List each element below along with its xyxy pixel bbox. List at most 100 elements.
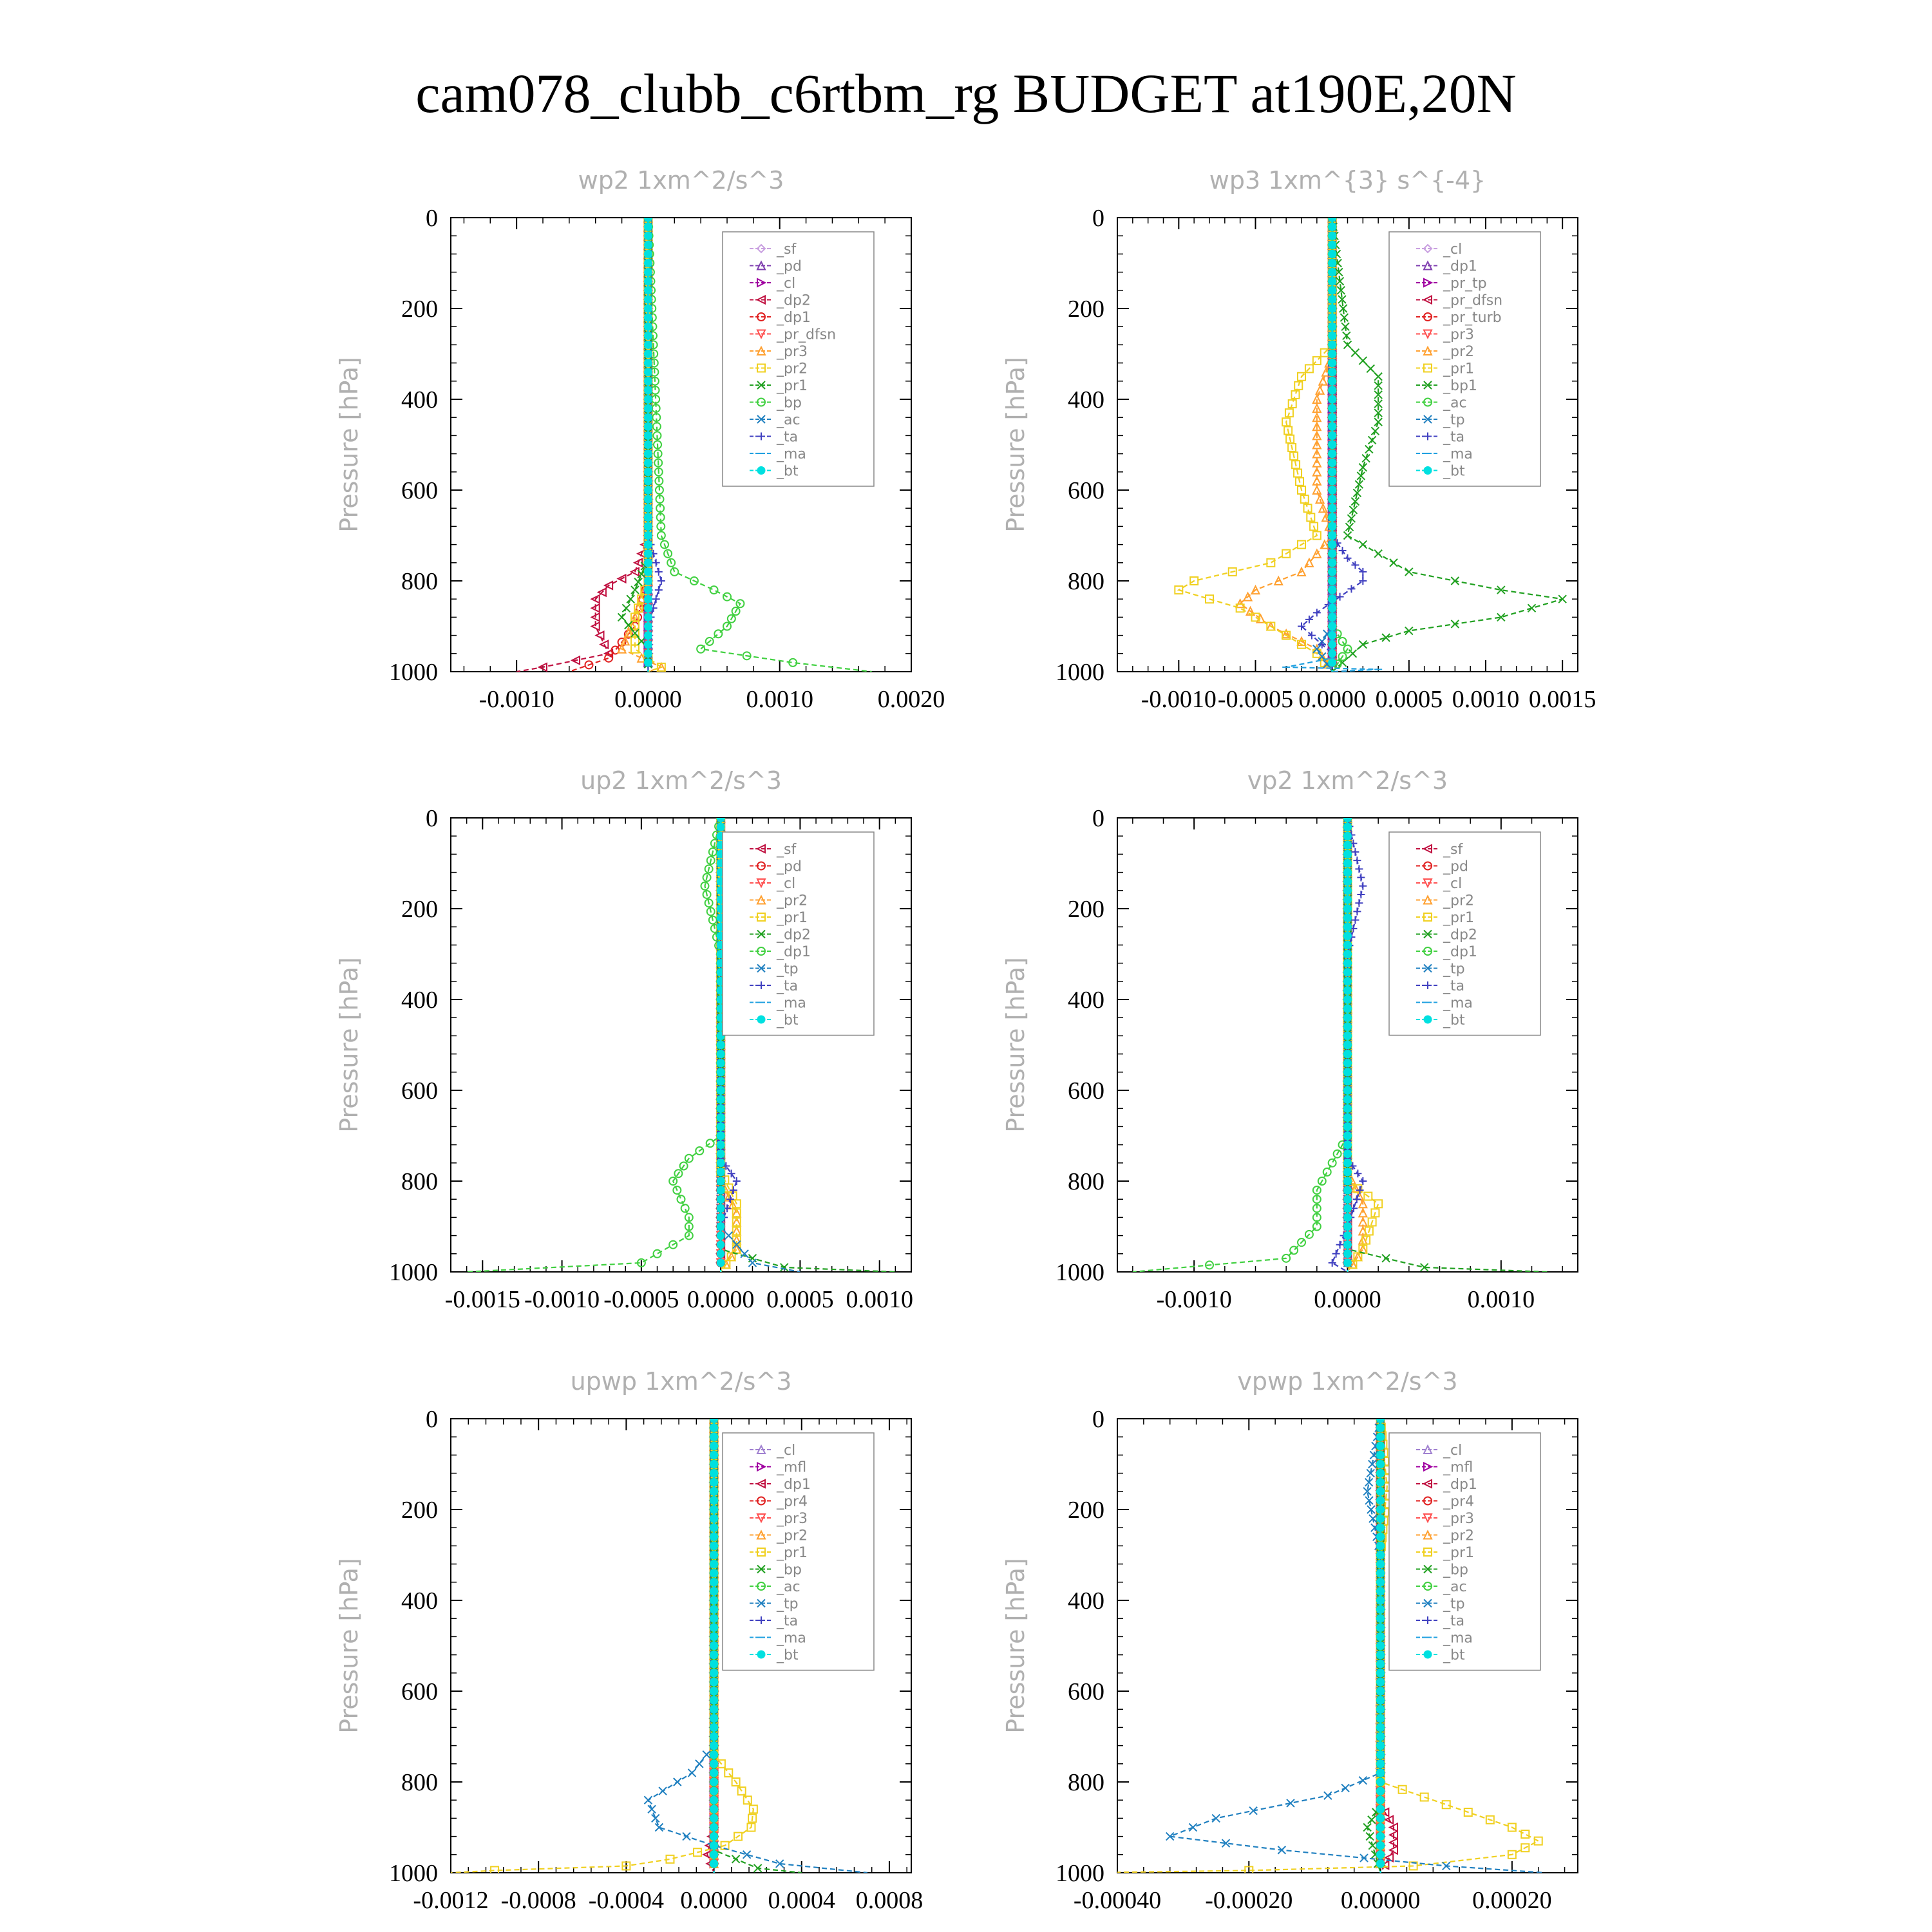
data-point_bt: [710, 1478, 719, 1487]
data-point_bt: [1343, 940, 1352, 949]
data-point_bt: [643, 340, 652, 349]
data-point_bt: [710, 1705, 719, 1714]
data-point_bt: [643, 431, 652, 440]
data-point_bp1: [1352, 488, 1362, 498]
data-point_bt: [710, 1432, 719, 1441]
data-point_tp: [702, 1750, 711, 1759]
data-point_ta: [1312, 609, 1321, 617]
legend-marker_cl: [756, 878, 766, 889]
legend-label_ma: _ma: [1443, 1631, 1473, 1647]
data-point_bt: [1343, 1213, 1352, 1222]
legend-label_bp: _bp: [776, 395, 802, 412]
data-point_bt: [1328, 313, 1337, 322]
data-point_bp1: [1341, 322, 1350, 331]
data-point_pr1: [1306, 513, 1316, 522]
data-point_ta: [1307, 631, 1316, 639]
data-point_dp1: [1312, 1222, 1321, 1231]
legend-marker_sf: [756, 243, 766, 254]
data-point_bt: [1328, 549, 1337, 558]
data-point_bt: [710, 1723, 719, 1732]
legend-label_ma: _ma: [1443, 446, 1473, 462]
data-point_pr1: [490, 1866, 500, 1873]
data-point_dp2: [780, 1263, 789, 1272]
data-point_bp1: [1405, 567, 1414, 576]
data-point_pr1: [732, 1226, 741, 1236]
data-point_bt: [1328, 222, 1337, 231]
legend-box: [1388, 831, 1541, 1036]
data-point_pr2: [1312, 548, 1322, 558]
x-tick-label: -0.0015: [445, 1286, 520, 1313]
legend-label_bp1: _bp1: [1443, 378, 1477, 394]
data-point_bt: [643, 640, 652, 649]
data-point_tp: [651, 1814, 660, 1823]
data-point_bt: [1328, 331, 1337, 340]
data-point_bp1: [1381, 633, 1390, 642]
data-point_bt: [1343, 1258, 1352, 1267]
data-point_bt: [643, 277, 652, 286]
data-point_bt: [1376, 1560, 1385, 1569]
data-point_pr2: [1318, 502, 1328, 513]
legend-marker_pr_dfsn: [1422, 294, 1432, 305]
data-point_bt: [643, 531, 652, 540]
data-point_bt: [643, 440, 652, 449]
data-point_bt: [1376, 1705, 1385, 1714]
data-point_bt: [710, 1632, 719, 1641]
data-point_pr1: [1287, 442, 1297, 452]
legend-marker_bt: [1423, 1015, 1432, 1024]
legend-label_ta: _ta: [776, 430, 798, 446]
data-point_bt: [643, 331, 652, 340]
data-point_dp1: [700, 881, 710, 891]
data-point_bt: [1328, 594, 1337, 603]
y-axis-label: Pressure [hPa]: [1001, 957, 1030, 1133]
legend-marker_ta: [1424, 1616, 1432, 1624]
data-point_dp1: [704, 864, 714, 874]
legend-marker_cl: [757, 278, 767, 288]
data-point_dp1: [704, 898, 714, 908]
legend-label_bp: _bp: [776, 1562, 802, 1578]
data-point_ac: [1343, 644, 1352, 654]
legend-label_pr4: _pr4: [776, 1494, 808, 1510]
data-point_bp: [653, 449, 663, 459]
data-point_pr1: [737, 1786, 746, 1796]
data-point_dp2: [603, 580, 614, 591]
data-point_bt: [1343, 968, 1352, 977]
legend-label_bt: _bt: [776, 464, 799, 480]
data-point_tp: [1442, 1861, 1451, 1871]
data-point_tp: [1358, 1776, 1368, 1785]
data-point_bp: [654, 486, 664, 495]
data-point_bp1: [1358, 540, 1368, 549]
plot-frame: [450, 217, 912, 672]
x-tick-label: 0.00020: [1472, 1887, 1552, 1914]
data-point_bt: [1343, 1068, 1352, 1077]
data-point_tp: [687, 1768, 697, 1777]
data-point_ta: [727, 1170, 735, 1178]
legend-label_bt: _bt: [1443, 1012, 1465, 1028]
legend-label_dp1: _dp1: [1443, 259, 1477, 275]
legend-marker_bt: [1423, 1650, 1432, 1659]
legend-label_pr2: _pr2: [1443, 344, 1474, 360]
data-point_bt: [1376, 1669, 1385, 1678]
data-point_bp: [1368, 1841, 1378, 1850]
legend-label_dp1: _dp1: [776, 944, 811, 960]
data-point_bt: [1328, 268, 1337, 277]
data-point_bt: [716, 1132, 725, 1140]
data-point_bt: [1376, 1632, 1385, 1641]
legend-marker_bt: [1423, 466, 1432, 475]
panel-wp2: wp2 1xm^2/s^3 Pressure [hPa] 0 200 400 600 800…: [335, 166, 945, 713]
data-point_bt: [1376, 1514, 1385, 1523]
series-group: [451, 1419, 868, 1873]
y-tick-label: 1000: [1056, 1259, 1104, 1286]
data-point_bt: [1328, 359, 1337, 368]
data-point_bt: [643, 413, 652, 422]
legend-label_ta: _ta: [776, 1613, 798, 1629]
data-point_dp1: [1383, 1852, 1394, 1863]
legend-label_tp: _tp: [776, 961, 799, 978]
data-point_bt: [1328, 585, 1337, 594]
legend-label_cl: _cl: [776, 276, 795, 292]
data-point_bt: [643, 313, 652, 322]
y-tick-label: 400: [1068, 386, 1104, 413]
legend-marker_cl: [1423, 878, 1433, 889]
data-point_pr1: [1297, 372, 1306, 381]
data-point_bt: [1328, 640, 1337, 649]
data-point_tp: [1277, 1846, 1287, 1855]
